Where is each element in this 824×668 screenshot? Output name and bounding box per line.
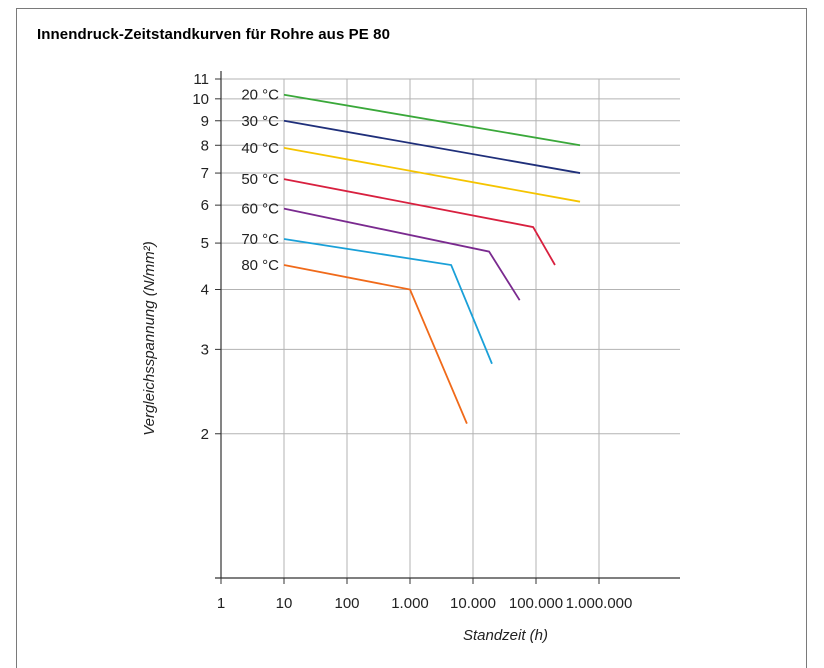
series-label-6: 80 °C (241, 257, 279, 274)
y-tick-label-9: 9 (201, 113, 209, 130)
series-line-3 (283, 178, 556, 266)
y-tick-label-2: 2 (201, 426, 209, 443)
y-tick-label-3: 3 (201, 341, 209, 358)
series-line-2 (283, 147, 581, 203)
y-tick-label-11: 11 (193, 71, 209, 88)
x-tick-label-100: 100 (334, 595, 359, 612)
chart-title: Innendruck-Zeitstandkurven für Rohre aus… (37, 26, 391, 43)
series-label-0: 20 °C (241, 87, 279, 104)
y-tick-label-10: 10 (192, 91, 209, 108)
y-tick-label-5: 5 (201, 235, 209, 252)
x-tick-label-10000: 10.000 (450, 595, 496, 612)
y-tick-label-6: 6 (201, 197, 209, 214)
series-label-3: 50 °C (241, 171, 279, 188)
series-label-2: 40 °C (241, 140, 279, 157)
series-line-5 (283, 238, 493, 365)
x-tick-label-1000000: 1.000.000 (566, 595, 633, 612)
x-tick-label-100000: 100.000 (509, 595, 563, 612)
series-line-6 (283, 264, 468, 424)
x-axis-label: Standzeit (h) (463, 627, 548, 644)
x-tick-label-10: 10 (276, 595, 293, 612)
series-label-1: 30 °C (241, 113, 279, 130)
chart-frame (16, 8, 807, 668)
series-line-1 (283, 119, 581, 174)
y-axis-label: Vergleichsspannung (N/mm²) (141, 241, 158, 436)
y-tick-label-4: 4 (201, 282, 209, 299)
series-label-4: 60 °C (241, 201, 279, 218)
series-label-5: 70 °C (241, 231, 279, 248)
y-tick-label-7: 7 (201, 165, 209, 182)
y-tick-label-8: 8 (201, 137, 209, 154)
x-tick-label-1: 1 (217, 595, 225, 612)
series-line-0 (283, 93, 581, 147)
x-tick-label-1000: 1.000 (391, 595, 429, 612)
series-line-4 (283, 207, 521, 301)
